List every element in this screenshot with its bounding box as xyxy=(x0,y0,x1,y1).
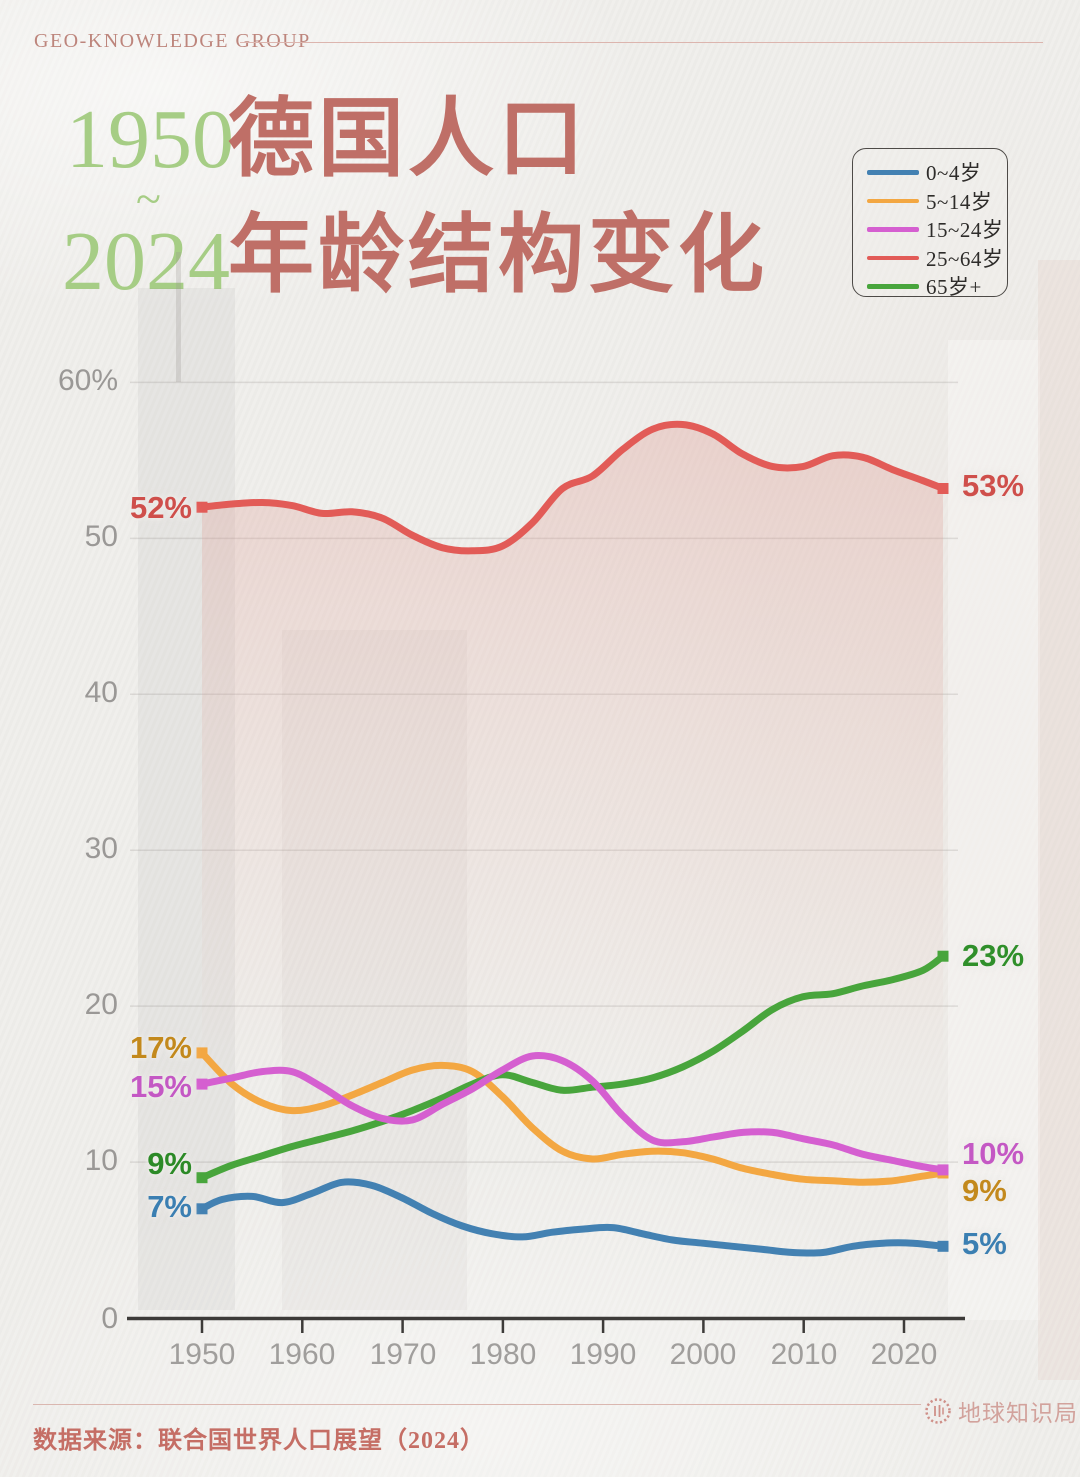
legend-item-65plus: 65岁+ xyxy=(853,272,1007,301)
x-tick-label-1970: 1970 xyxy=(369,1338,437,1371)
value-label-end-0-4: 5% xyxy=(962,1226,1007,1261)
x-tick-label-2020: 2020 xyxy=(870,1338,938,1371)
y-tick-label-0: 0 xyxy=(101,1302,118,1335)
value-label-start-0-4: 7% xyxy=(147,1189,192,1224)
legend-swatch-25-64 xyxy=(867,255,919,260)
legend-swatch-65plus xyxy=(867,284,919,289)
series-endpoint-5-14-start xyxy=(196,1047,208,1059)
value-label-end-25-64: 53% xyxy=(962,468,1025,503)
legend-label-15-24: 15~24岁 xyxy=(926,218,1004,243)
decorative-backdrop xyxy=(138,252,1080,1380)
series-line-15-24 xyxy=(197,1052,948,1174)
series-endpoint-65plus-end xyxy=(937,950,949,962)
legend-label-25-64: 25~64岁 xyxy=(926,246,1004,271)
source-note: 数据来源：联合国世界人口展望（2024） xyxy=(33,1428,485,1454)
title-year-start: 1950 xyxy=(66,93,234,186)
series-endpoint-25-64-start xyxy=(196,501,208,513)
legend: 0~4岁 5~14岁 15~24岁 25~64岁 65岁+ xyxy=(852,148,1008,299)
title-year-end: 2024 xyxy=(62,215,230,308)
value-label-start-25-64: 52% xyxy=(129,490,192,525)
series-endpoint-15-24-end xyxy=(937,1164,949,1176)
value-label-start-5-14: 17% xyxy=(129,1030,192,1065)
legend-swatch-5-14 xyxy=(867,198,919,203)
area-fill-25-64 xyxy=(202,424,943,1085)
watermark: 地球知识局 xyxy=(924,1394,1078,1428)
y-tick-label-50: 50 xyxy=(84,520,118,553)
legend-item-5-14: 5~14岁 xyxy=(853,187,1007,216)
legend-swatch-0-4 xyxy=(867,170,919,175)
x-axis xyxy=(127,1316,965,1333)
series-endpoint-0-4-end xyxy=(937,1240,949,1252)
series-line-0-4 xyxy=(197,1178,947,1257)
series-line-65plus xyxy=(197,951,948,1183)
legend-swatch-15-24 xyxy=(867,227,919,232)
title-tilde: ~ xyxy=(136,173,161,224)
page-title-line2: 年龄结构变化 xyxy=(228,207,768,303)
value-label-end-65plus: 23% xyxy=(962,938,1025,973)
series-line-5-14 xyxy=(197,1047,947,1186)
y-tick-label-60: 60% xyxy=(57,364,118,397)
legend-item-25-64: 25~64岁 xyxy=(853,244,1007,273)
globe-logo-icon xyxy=(925,1398,951,1424)
legend-item-15-24: 15~24岁 xyxy=(853,215,1007,244)
x-tick-label-1960: 1960 xyxy=(268,1338,336,1371)
series-endpoint-15-24-start xyxy=(196,1078,208,1090)
series-endpoint-0-4-start xyxy=(196,1203,208,1215)
value-label-start-65plus: 9% xyxy=(147,1146,192,1181)
series-endpoint-25-64-end xyxy=(937,483,949,494)
x-tick-label-2000: 2000 xyxy=(669,1338,737,1371)
legend-label-0-4: 0~4岁 xyxy=(926,161,982,186)
area-layer xyxy=(202,424,943,1085)
series-layer xyxy=(197,420,948,1257)
watermark-text: 地球知识局 xyxy=(958,1401,1078,1426)
footer-rule xyxy=(33,1404,921,1405)
series-endpoint-65plus-start xyxy=(196,1172,208,1184)
backdrop-light-band xyxy=(948,340,1040,1320)
y-tick-label-40: 40 xyxy=(84,676,118,709)
legend-item-0-4: 0~4岁 xyxy=(853,158,1007,187)
value-label-end-15-24: 10% xyxy=(962,1136,1025,1171)
value-label-start-15-24: 15% xyxy=(129,1069,192,1104)
legend-label-65plus: 65岁+ xyxy=(926,275,982,300)
x-tick-label-2010: 2010 xyxy=(770,1338,838,1371)
legend-label-5-14: 5~14岁 xyxy=(926,189,993,214)
x-tick-label-1950: 1950 xyxy=(168,1338,236,1371)
page-title-line1: 德国人口 xyxy=(228,91,588,187)
y-tick-label-10: 10 xyxy=(84,1144,118,1177)
series-line-25-64 xyxy=(198,420,948,555)
x-axis-ticks xyxy=(200,1320,906,1333)
backdrop-antenna xyxy=(176,252,181,382)
marker-layer xyxy=(196,483,949,1252)
x-tick-label-1990: 1990 xyxy=(569,1338,637,1371)
value-label-end-5-14: 9% xyxy=(962,1173,1007,1208)
x-tick-label-1980: 1980 xyxy=(469,1338,537,1371)
backdrop-pink-band xyxy=(1038,260,1080,1380)
brand-text: GEO-KNOWLEDGE GROUP xyxy=(34,30,311,52)
brand-rule xyxy=(240,42,1043,43)
y-tick-label-20: 20 xyxy=(84,988,118,1021)
y-tick-label-30: 30 xyxy=(84,832,118,865)
